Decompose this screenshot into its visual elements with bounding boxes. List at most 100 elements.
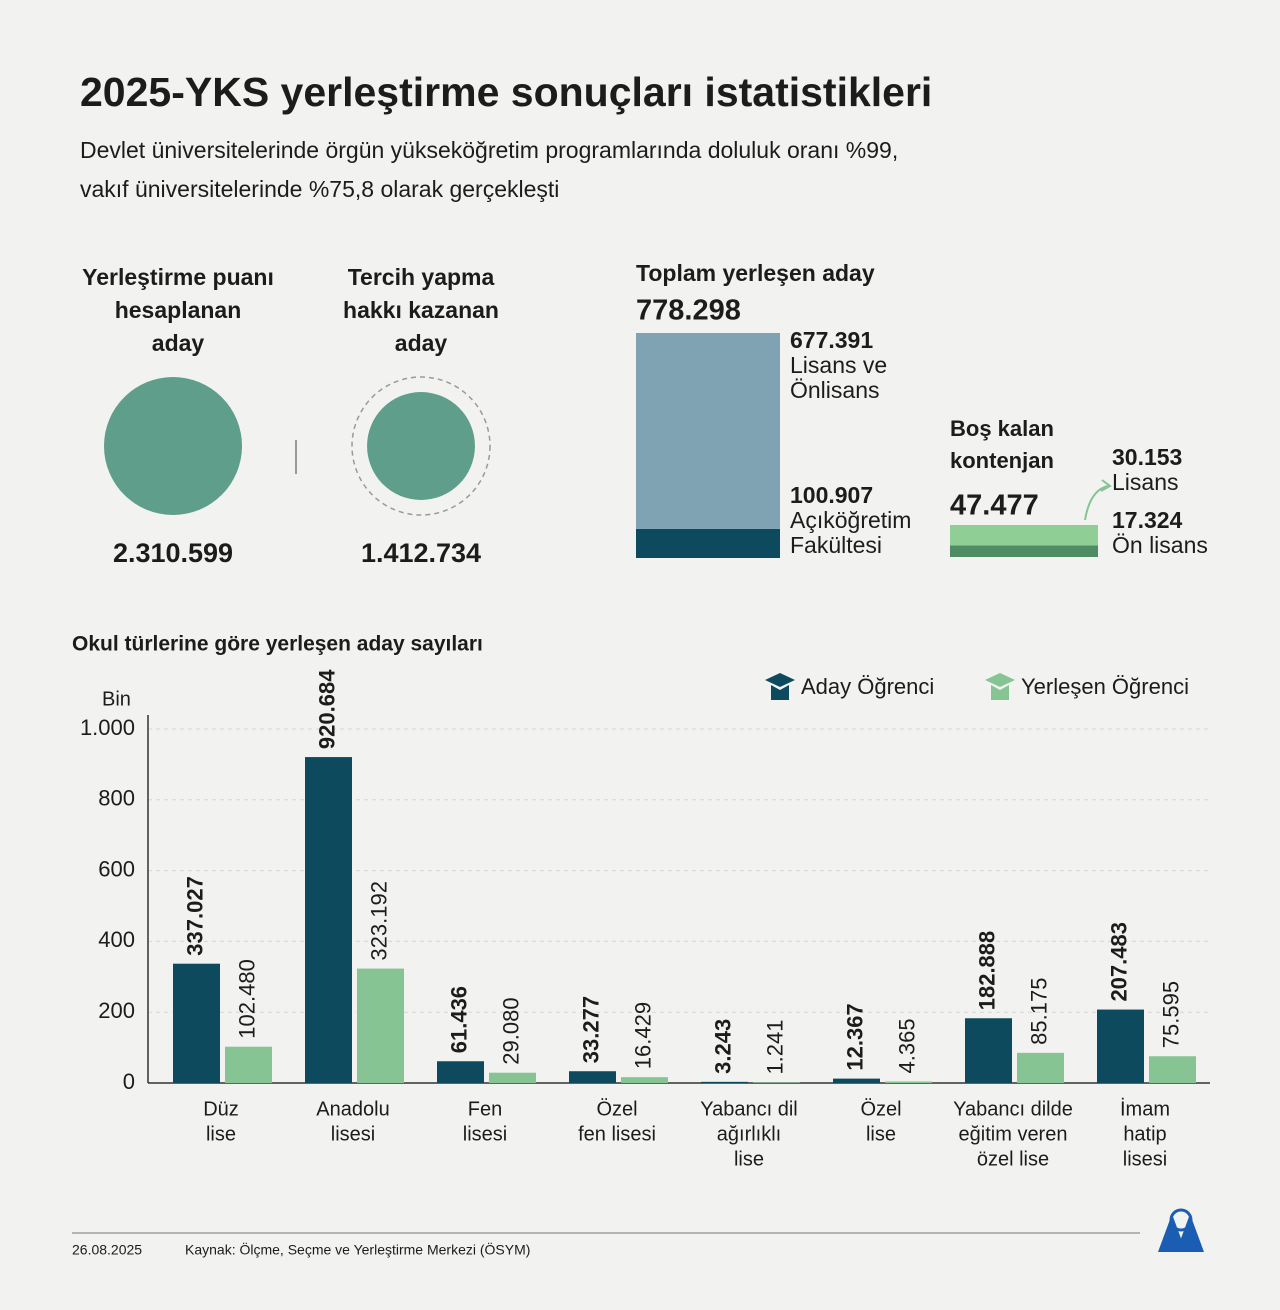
- y-tick-label: 200: [98, 998, 135, 1023]
- x-tick-label: İmam: [1120, 1097, 1170, 1120]
- value-label: 4.365: [894, 1018, 919, 1073]
- x-tick-label: lisesi: [331, 1123, 375, 1145]
- segment-value: 30.153: [1112, 444, 1182, 470]
- bar: [437, 1061, 484, 1083]
- segment: [950, 545, 1098, 557]
- value-label: 61.436: [446, 986, 471, 1053]
- bar: [569, 1071, 616, 1083]
- y-tick-label: 800: [98, 786, 135, 811]
- legend-icon: [991, 685, 1009, 700]
- segment-label: Lisans ve: [790, 352, 887, 378]
- segment-value: 100.907: [790, 482, 873, 508]
- y-tick-label: 0: [123, 1069, 135, 1094]
- x-tick-label: fen lisesi: [578, 1123, 656, 1145]
- segment: [636, 528, 780, 558]
- y-tick-label: 600: [98, 856, 135, 881]
- value-label: 12.367: [842, 1003, 867, 1070]
- empty-title: kontenjan: [950, 448, 1054, 473]
- empty-title: Boş kalan: [950, 416, 1054, 441]
- subtitle: vakıf üniversitelerinde %75,8 olarak ger…: [80, 176, 559, 202]
- bar: [357, 968, 404, 1083]
- x-tick-label: ağırlıklı: [717, 1123, 781, 1145]
- circle-label: hesaplanan: [115, 297, 242, 323]
- legend-item: Aday Öğrenci: [765, 673, 934, 700]
- x-tick-label: Özel: [596, 1098, 637, 1120]
- chart-title: Okul türlerine göre yerleşen aday sayıla…: [72, 633, 483, 656]
- bar: [833, 1078, 880, 1083]
- x-tick-label: Özel: [860, 1098, 901, 1120]
- x-tick-label: hatip: [1123, 1123, 1166, 1145]
- placed-title: Toplam yerleşen aday: [636, 260, 875, 286]
- logo: [1158, 1208, 1204, 1252]
- x-tick-label: lise: [734, 1148, 764, 1170]
- value-label: 85.175: [1026, 978, 1051, 1045]
- segment: [636, 333, 780, 529]
- x-tick-label: lise: [206, 1123, 236, 1145]
- x-tick-label: lisesi: [463, 1123, 507, 1145]
- footer-source: Kaynak: Ölçme, Seçme ve Yerleştirme Merk…: [185, 1241, 530, 1258]
- x-tick-label: Yabancı dilde: [953, 1098, 1073, 1120]
- value-label: 207.483: [1106, 922, 1131, 1002]
- value-label: 920.684: [314, 669, 339, 749]
- segment-label: Ön lisans: [1112, 532, 1208, 558]
- bar: [305, 757, 352, 1083]
- circle-value: 2.310.599: [113, 538, 233, 568]
- footer-date: 26.08.2025: [72, 1242, 142, 1258]
- circle-value: 1.412.734: [361, 538, 481, 568]
- bar: [173, 963, 220, 1083]
- x-tick-label: lise: [866, 1123, 896, 1145]
- bar: [225, 1046, 272, 1083]
- bar: [701, 1081, 748, 1083]
- arrow: [1084, 485, 1109, 521]
- bar: [885, 1081, 932, 1083]
- bar: [489, 1072, 536, 1083]
- circle-mark: [367, 392, 475, 500]
- dashed-ring: [351, 376, 491, 516]
- empty-total: 47.477: [950, 490, 1039, 522]
- circle-label: aday: [395, 330, 448, 356]
- y-tick-label: 1.000: [80, 715, 135, 740]
- placed-total: 778.298: [636, 295, 741, 327]
- subtitle: Devlet üniversitelerinde örgün yükseköğr…: [80, 137, 898, 163]
- x-tick-label: Fen: [468, 1098, 502, 1120]
- circle-label: hakkı kazanan: [343, 297, 499, 323]
- segment-label: Lisans: [1112, 469, 1178, 495]
- y-unit: Bin: [102, 688, 131, 710]
- value-label: 337.027: [182, 876, 207, 956]
- bar: [965, 1018, 1012, 1083]
- value-label: 182.888: [974, 931, 999, 1011]
- x-tick-label: Düz: [203, 1098, 239, 1120]
- x-tick-label: özel lise: [977, 1148, 1049, 1170]
- legend-icon: [985, 673, 1015, 687]
- bar: [1017, 1052, 1064, 1083]
- circle-label: aday: [152, 330, 205, 356]
- segment: [950, 525, 1098, 546]
- bar: [621, 1077, 668, 1083]
- value-label: 29.080: [498, 997, 523, 1064]
- legend-item: Yerleşen Öğrenci: [985, 673, 1189, 700]
- segment-value: 17.324: [1112, 507, 1183, 533]
- circle-label: Tercih yapma: [348, 264, 495, 290]
- value-label: 3.243: [710, 1019, 735, 1074]
- value-label: 323.192: [366, 881, 391, 961]
- value-label: 1.241: [762, 1019, 787, 1074]
- bar: [1097, 1009, 1144, 1083]
- legend-icon: [771, 685, 789, 700]
- legend-label: Aday Öğrenci: [801, 674, 934, 699]
- segment-label: Önlisans: [790, 377, 879, 403]
- x-tick-label: Yabancı dil: [700, 1098, 797, 1120]
- segment-value: 677.391: [790, 327, 873, 353]
- arrow-head: [1100, 479, 1112, 492]
- segment-label: Açıköğretim: [790, 507, 911, 533]
- x-tick-label: lisesi: [1123, 1148, 1167, 1170]
- circle-label: Yerleştirme puanı: [82, 264, 274, 290]
- x-tick-label: eğitim veren: [959, 1123, 1068, 1145]
- y-tick-label: 400: [98, 927, 135, 952]
- title: 2025-YKS yerleştirme sonuçları istatisti…: [80, 69, 932, 115]
- circle-mark: [104, 377, 242, 515]
- segment-label: Fakültesi: [790, 532, 882, 558]
- value-label: 33.277: [578, 996, 603, 1063]
- legend-icon: [765, 673, 795, 687]
- value-label: 102.480: [234, 959, 259, 1039]
